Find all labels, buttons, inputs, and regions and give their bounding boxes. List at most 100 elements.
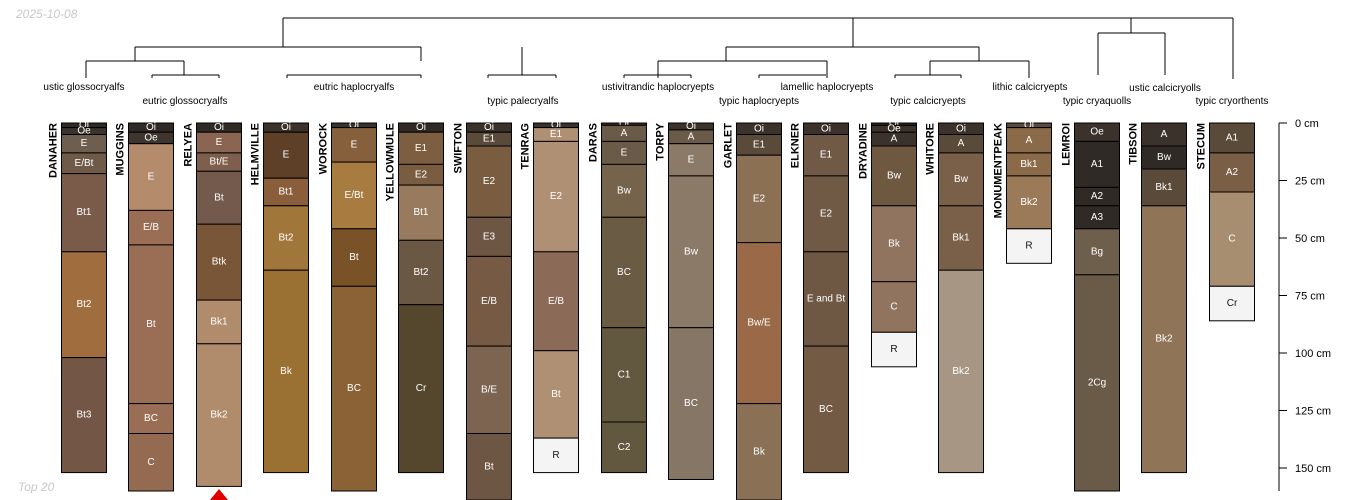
horizon-label: Oi bbox=[214, 122, 224, 133]
horizon-label: E1 bbox=[820, 150, 833, 161]
horizon-label: Bk1 bbox=[1155, 182, 1173, 193]
horizon-label: Bw bbox=[887, 170, 902, 181]
horizon-label: E1 bbox=[483, 134, 496, 145]
horizon-label: Bg bbox=[1091, 246, 1103, 257]
horizon bbox=[61, 357, 107, 474]
horizon bbox=[803, 175, 849, 253]
horizon bbox=[668, 143, 714, 177]
taxon-label: eutric haplocryalfs bbox=[314, 82, 395, 93]
horizon-label: A2 bbox=[1091, 191, 1104, 202]
horizon-label: E/B bbox=[548, 296, 564, 307]
horizon-label: Bw bbox=[684, 246, 699, 257]
date-label: 2025-10-08 bbox=[16, 7, 78, 21]
horizon bbox=[331, 228, 377, 287]
horizon bbox=[1074, 228, 1120, 276]
horizon-label: E bbox=[688, 154, 695, 165]
horizon-label: Oe bbox=[144, 132, 158, 143]
horizon bbox=[871, 331, 917, 368]
profile-name: DRYADINE bbox=[858, 123, 870, 179]
depth-tick-label: 50 cm bbox=[1295, 233, 1325, 245]
horizon-label: A bbox=[958, 138, 965, 149]
horizon-label: B/E bbox=[481, 384, 497, 395]
horizon-label: Oi bbox=[79, 120, 89, 131]
horizon-label: C1 bbox=[618, 369, 631, 380]
profile-tibson: A Bw Bk1 Bk2 TIBSON bbox=[1128, 122, 1187, 474]
horizon-label: E2 bbox=[415, 169, 428, 180]
horizon-label: Bw bbox=[1157, 152, 1172, 163]
horizon-label: BC bbox=[347, 383, 361, 394]
profile-garlet: Oi E1 E2 Bw/E Bk GARLET bbox=[723, 122, 782, 500]
horizon-label: E/Bt bbox=[345, 190, 364, 201]
horizon bbox=[533, 140, 579, 253]
horizon-label: E2 bbox=[483, 176, 496, 187]
horizon bbox=[398, 184, 444, 241]
horizon-label: R bbox=[890, 344, 897, 355]
horizon-label: Oi bbox=[619, 119, 629, 130]
horizon-label: Oi bbox=[146, 122, 156, 133]
horizon-label: Oe bbox=[1090, 127, 1104, 138]
horizon-label: E2 bbox=[820, 208, 833, 219]
horizon bbox=[601, 216, 647, 329]
taxon-label: ustivitrandic haplocryepts bbox=[602, 82, 714, 93]
profile-lemroi: Oe A1 A2 A3 Bg 2Cg LEMROI bbox=[1061, 122, 1120, 492]
horizon-label: A3 bbox=[1091, 212, 1104, 223]
horizon-label: Oi bbox=[484, 122, 494, 133]
taxon-label: typic cryorthents bbox=[1196, 96, 1269, 107]
profile-name: YELLOWMULE bbox=[385, 123, 397, 201]
horizon-label: A bbox=[621, 128, 628, 139]
horizon-label: Bt3 bbox=[76, 410, 91, 421]
horizon-label: Bw/E bbox=[747, 318, 771, 329]
horizon-label: Bt bbox=[484, 461, 494, 472]
horizon bbox=[128, 143, 174, 211]
profile-whitore: Oi A Bw Bk1 Bk2 WHITORE bbox=[925, 122, 984, 474]
profile-elkner: Oi E1 E2 E and Bt BC ELKNER bbox=[790, 122, 849, 474]
profile-name: WOROCK bbox=[318, 123, 330, 174]
horizon bbox=[1209, 191, 1255, 287]
depth-tick-label: 0 cm bbox=[1295, 118, 1319, 130]
horizon bbox=[1209, 122, 1255, 154]
profile-name: SWIFTON bbox=[453, 123, 465, 174]
horizon-label: Oi bbox=[686, 121, 696, 132]
profile-name: HELMVILLE bbox=[250, 123, 262, 185]
horizon-label: A bbox=[1026, 135, 1033, 146]
horizon-label: Oi bbox=[416, 122, 426, 133]
taxa-labels: ustic glossocryalfs eutric glossocryalfs e… bbox=[43, 82, 1268, 107]
horizon-label: R bbox=[1025, 241, 1032, 252]
horizon-label: Bt1 bbox=[76, 207, 91, 218]
horizon bbox=[601, 421, 647, 474]
horizon-label: Bk1 bbox=[1020, 159, 1038, 170]
profile-helmville: Oi E Bt1 Bt2 Bk HELMVILLE bbox=[250, 122, 309, 474]
horizon-label: E/Bt bbox=[75, 158, 94, 169]
horizon bbox=[668, 327, 714, 481]
horizon-label: Bt2 bbox=[278, 233, 293, 244]
horizon-label: C bbox=[890, 302, 897, 313]
horizon bbox=[263, 177, 309, 207]
taxon-label: typic palecryalfs bbox=[487, 96, 558, 107]
horizon-label: E bbox=[148, 172, 155, 183]
horizon-label: E1 bbox=[550, 129, 563, 140]
depth-tick-label: 100 cm bbox=[1295, 348, 1331, 360]
horizon bbox=[331, 285, 377, 492]
horizon-label: Bk1 bbox=[210, 316, 228, 327]
taxon-label: ustic calcicryolls bbox=[1129, 83, 1201, 94]
horizon-label: BC bbox=[819, 404, 833, 415]
horizon-label: E bbox=[621, 147, 628, 158]
profile-monumentpeak: Oi A Bk1 Bk2 R MONUMENTPEAK bbox=[993, 120, 1052, 264]
horizon bbox=[1209, 285, 1255, 322]
horizon bbox=[466, 433, 512, 500]
profile-name: TORPY bbox=[655, 122, 667, 160]
horizon-label: Bk2 bbox=[1020, 197, 1038, 208]
horizon bbox=[601, 163, 647, 218]
horizon-label: E3 bbox=[483, 231, 496, 242]
horizon bbox=[1074, 274, 1120, 492]
horizon bbox=[871, 205, 917, 283]
horizon-label: Bw bbox=[617, 185, 632, 196]
horizon-label: Btk bbox=[212, 257, 227, 268]
profile-stecum: A1 A2 C Cr STECUM bbox=[1196, 122, 1255, 322]
profile-name: DARAS bbox=[588, 123, 600, 162]
horizon bbox=[533, 437, 579, 474]
profile-relyea: Oi E Bt/E Bt Btk Bk1 Bk2 RELYEA bbox=[183, 122, 242, 500]
horizon bbox=[196, 170, 242, 225]
